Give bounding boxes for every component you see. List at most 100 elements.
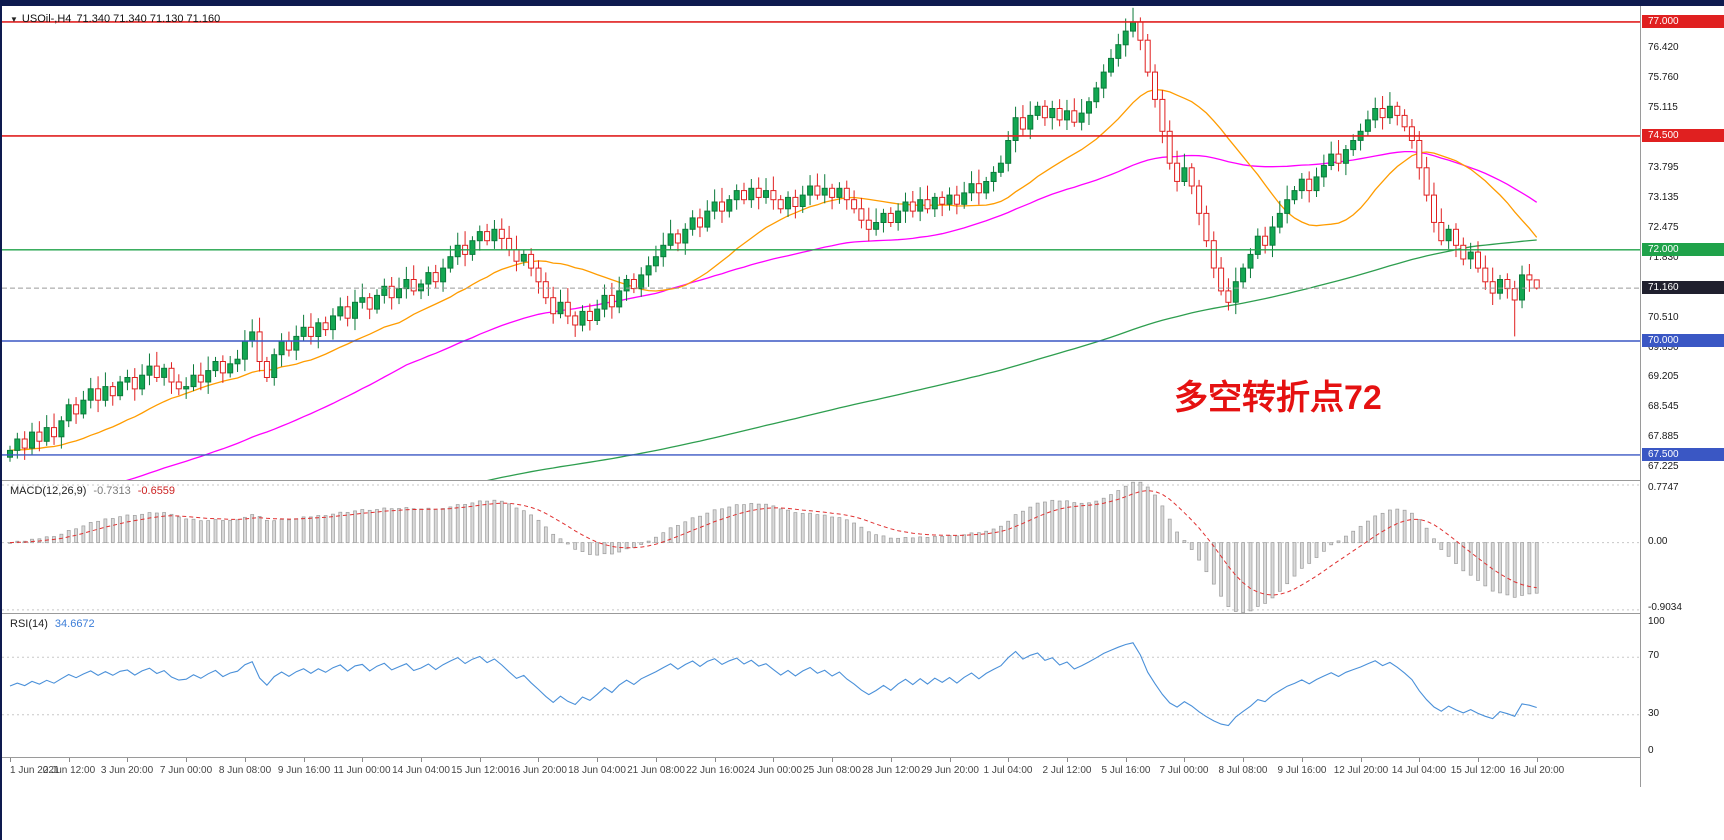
price-line-badge: 72.000 — [1642, 243, 1724, 256]
chart-dropdown-icon[interactable]: ▼ — [10, 15, 18, 24]
time-label: 22 Jun 16:00 — [686, 765, 744, 776]
price-scale-label: 75.760 — [1648, 72, 1679, 83]
macd-signal-line — [9, 490, 1537, 596]
macd-histogram — [8, 481, 1539, 613]
time-tick — [127, 758, 128, 762]
rsi-axis-label: 0 — [1648, 745, 1654, 756]
time-label: 1 Jul 04:00 — [983, 765, 1033, 776]
time-tick — [421, 758, 422, 762]
time-label: 7 Jul 00:00 — [1159, 765, 1209, 776]
price-axis[interactable]: 76.420 75.760 75.115 73.795 73.135 72.475 71.8… — [1640, 6, 1724, 787]
time-label: 25 Jun 08:00 — [803, 765, 861, 776]
price-scale-label: 69.205 — [1648, 371, 1679, 382]
rsi-label: RSI(14) 34.6672 — [10, 618, 95, 630]
ma-mid — [125, 150, 1538, 480]
rsi-line — [9, 642, 1537, 727]
current-price-badge: 71.160 — [1642, 281, 1724, 294]
time-tick — [773, 758, 774, 762]
time-label: 3 Jun 20:00 — [100, 765, 154, 776]
macd-signal-value: -0.6559 — [137, 485, 176, 497]
time-tick — [10, 758, 11, 762]
rsi-canvas[interactable] — [2, 614, 1640, 758]
price-scale-label: 75.115 — [1648, 102, 1678, 113]
macd-axis-label: 0.00 — [1648, 536, 1668, 547]
price-scale-label: 68.545 — [1648, 401, 1679, 412]
time-label: 7 Jun 00:00 — [159, 765, 213, 776]
time-label: 12 Jul 20:00 — [1333, 765, 1389, 776]
time-tick — [950, 758, 951, 762]
time-tick — [597, 758, 598, 762]
time-label: 16 Jun 20:00 — [509, 765, 567, 776]
time-tick — [362, 758, 363, 762]
time-tick — [1361, 758, 1362, 762]
time-label: 18 Jun 04:00 — [568, 765, 626, 776]
price-scale-label: 71.830 — [1648, 252, 1679, 263]
price-scale-label: 72.475 — [1648, 222, 1679, 233]
time-tick — [69, 758, 70, 762]
time-label: 24 Jun 00:00 — [744, 765, 802, 776]
time-label: 28 Jun 12:00 — [862, 765, 920, 776]
price-line-badge: 67.500 — [1642, 448, 1724, 461]
price-scale-label: 73.135 — [1648, 192, 1679, 203]
time-tick — [245, 758, 246, 762]
time-label: 16 Jul 20:00 — [1509, 765, 1565, 776]
macd-axis-label: 0.7747 — [1648, 482, 1679, 493]
time-tick — [1419, 758, 1420, 762]
time-tick — [1478, 758, 1479, 762]
time-tick — [1537, 758, 1538, 762]
rsi-value: 34.6672 — [54, 618, 95, 630]
price-scale-label: 73.795 — [1648, 162, 1679, 173]
rsi-name: RSI(14) — [10, 618, 48, 630]
time-tick — [891, 758, 892, 762]
macd-canvas[interactable] — [2, 481, 1640, 614]
time-tick — [832, 758, 833, 762]
chart-header: ▼ USOil-,H4 71.340 71.340 71.130 71.160 — [10, 13, 220, 25]
time-label: 9 Jul 16:00 — [1277, 765, 1327, 776]
macd-name: MACD(12,26,9) — [10, 485, 87, 497]
macd-panel[interactable]: MACD(12,26,9) -0.7313 -0.6559 — [2, 480, 1640, 614]
rsi-axis-label: 30 — [1648, 708, 1660, 719]
time-label: 14 Jun 04:00 — [392, 765, 450, 776]
price-line-badge: 70.000 — [1642, 334, 1724, 347]
rsi-panel[interactable]: RSI(14) 34.6672 — [2, 613, 1640, 758]
time-tick — [538, 758, 539, 762]
price-chart-canvas[interactable] — [2, 6, 1640, 480]
time-tick — [1067, 758, 1068, 762]
time-tick — [1302, 758, 1303, 762]
time-axis[interactable]: 1 Jun 2021 2 Jun 12:00 3 Jun 20:00 7 Jun 00… — [2, 757, 1640, 792]
time-label: 15 Jun 12:00 — [451, 765, 509, 776]
price-panel[interactable]: ▼ USOil-,H4 71.340 71.340 71.130 71.160 多空… — [2, 6, 1640, 480]
time-tick — [1008, 758, 1009, 762]
time-tick — [480, 758, 481, 762]
macd-main-value: -0.7313 — [93, 485, 131, 497]
candles — [7, 7, 1540, 462]
time-tick — [1243, 758, 1244, 762]
time-tick — [715, 758, 716, 762]
price-line-badge: 77.000 — [1642, 15, 1724, 28]
time-label: 2 Jul 12:00 — [1042, 765, 1092, 776]
time-label: 1 Jun 2021 — [10, 765, 60, 776]
rsi-axis-label: 100 — [1648, 616, 1665, 627]
time-tick — [1126, 758, 1127, 762]
time-label: 29 Jun 20:00 — [921, 765, 979, 776]
time-tick — [304, 758, 305, 762]
time-label: 8 Jun 08:00 — [218, 765, 272, 776]
ma-slow — [486, 239, 1537, 480]
rsi-axis-label: 70 — [1648, 650, 1660, 661]
time-label: 14 Jul 04:00 — [1391, 765, 1447, 776]
time-label: 21 Jun 08:00 — [627, 765, 685, 776]
time-label: 8 Jul 08:00 — [1218, 765, 1268, 776]
time-label: 5 Jul 16:00 — [1101, 765, 1151, 776]
macd-axis-label: -0.9034 — [1648, 602, 1682, 613]
price-scale-label: 67.225 — [1648, 461, 1679, 472]
price-scale-label: 76.420 — [1648, 42, 1679, 53]
window-top-edge — [0, 0, 1724, 6]
price-scale-label: 70.510 — [1648, 312, 1679, 323]
time-label: 2 Jun 12:00 — [42, 765, 96, 776]
time-tick — [1184, 758, 1185, 762]
window-left-edge — [0, 0, 2, 840]
annotation-text: 多空转折点72 — [1174, 379, 1382, 417]
time-label: 11 Jun 00:00 — [333, 765, 391, 776]
macd-label: MACD(12,26,9) -0.7313 -0.6559 — [10, 485, 175, 497]
